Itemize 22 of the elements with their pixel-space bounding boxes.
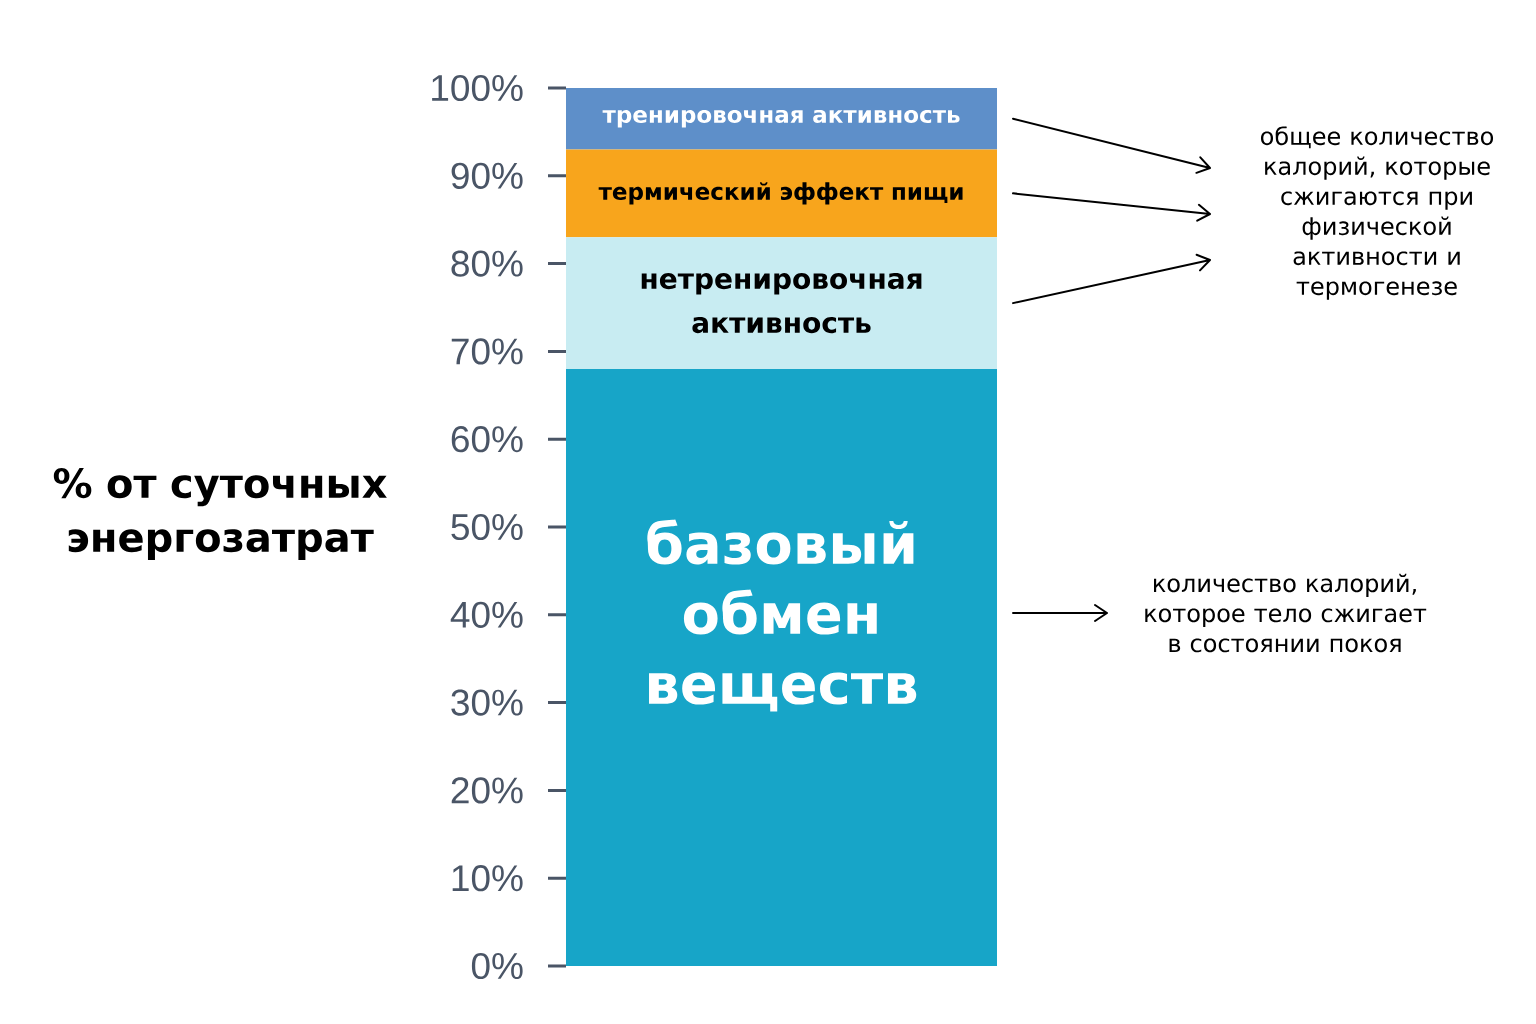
y-axis-title: % от суточных энергозатрат bbox=[53, 468, 387, 560]
series-label: термический эффект пищи bbox=[598, 182, 963, 205]
y-tick-label: 60% bbox=[451, 426, 523, 453]
bar bbox=[566, 368, 998, 966]
bar bbox=[566, 87, 998, 150]
series-label: тренировочная активность bbox=[602, 109, 960, 128]
y-tick-label: 30% bbox=[451, 689, 523, 716]
y-tick-label: 80% bbox=[451, 250, 523, 277]
y-tick-label: 70% bbox=[451, 338, 523, 365]
text: общее количество калорий, которые сжигаются при физической активности и термогенезе bbox=[1260, 126, 1494, 300]
y-tick-label: 90% bbox=[451, 162, 523, 189]
y-tick-label: 50% bbox=[451, 513, 523, 541]
y-tick-label: 20% bbox=[451, 777, 523, 804]
bar bbox=[566, 237, 998, 369]
bar bbox=[566, 149, 998, 238]
y-tick-label: 40% bbox=[450, 601, 523, 628]
series-label: базовый обмен веществ bbox=[647, 519, 917, 712]
series-label: нетренировочная активность bbox=[641, 273, 922, 334]
y-tick-label: 100% bbox=[432, 74, 523, 102]
y-tick-label: 10% bbox=[452, 865, 523, 892]
text: количество калорий, которое тело сжигает в состоянии покоя bbox=[1145, 573, 1427, 653]
y-tick-label: 0% bbox=[471, 952, 523, 980]
